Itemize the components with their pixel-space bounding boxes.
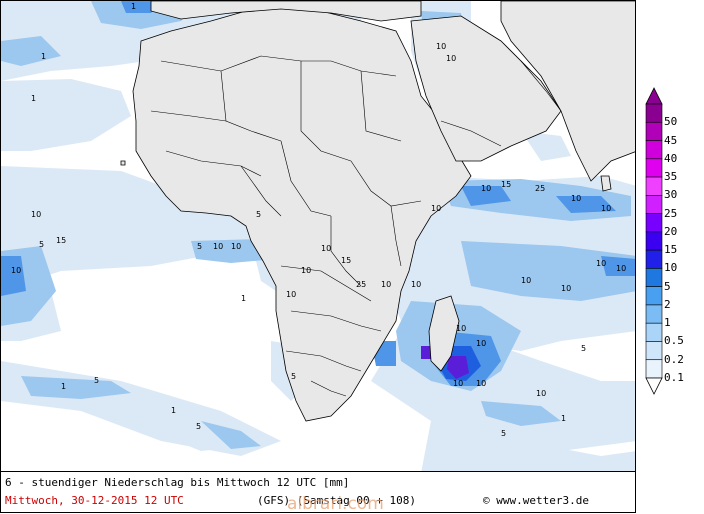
country-borders	[150, 55, 562, 397]
arabia-landmass	[410, 15, 562, 162]
label-10k: 10	[481, 184, 491, 193]
scale-label: 20	[664, 224, 678, 238]
label-5h: 5	[581, 344, 586, 353]
label-1b: 1	[41, 52, 46, 61]
label-15a: 15	[56, 236, 66, 245]
scale-label: 30	[664, 188, 678, 202]
scale-label: 10	[664, 261, 678, 275]
scale-swatch	[645, 121, 663, 141]
value-labels: 1 1 1 10 5 15 10 5 10 10 5 10 15 25 10 1…	[11, 2, 626, 438]
label-10j: 10	[431, 204, 441, 213]
label-5d: 5	[94, 376, 99, 385]
label-10a: 10	[31, 210, 41, 219]
scale-swatch	[645, 176, 663, 196]
madagascar-landmass	[428, 295, 460, 372]
label-10q: 10	[561, 284, 571, 293]
scale-label: 15	[664, 243, 678, 257]
scale-label: 5	[664, 279, 671, 293]
scale-swatch	[645, 322, 663, 342]
label-5a: 5	[39, 240, 44, 249]
label-10d: 10	[231, 242, 241, 251]
label-10x: 10	[446, 54, 456, 63]
label-10s: 10	[476, 339, 486, 348]
scale-label: 2	[664, 297, 671, 311]
label-5f: 5	[291, 372, 296, 381]
label-5c: 5	[256, 210, 261, 219]
label-10n: 10	[596, 259, 606, 268]
scale-swatch	[645, 341, 663, 361]
label-10e: 10	[321, 244, 331, 253]
land-layer	[120, 1, 635, 422]
scale-swatch	[645, 158, 663, 178]
label-10c: 10	[213, 242, 223, 251]
caption-title: 6 - stuendiger Niederschlag bis Mittwoch…	[5, 476, 350, 489]
caption-date: Mittwoch, 30-12-2015 12 UTC	[5, 494, 184, 507]
label-10g: 10	[286, 290, 296, 299]
label-25b: 25	[535, 184, 545, 193]
scale-label: 0.5	[664, 334, 684, 348]
label-1f: 1	[241, 294, 246, 303]
label-25a: 25	[356, 280, 366, 289]
scale-swatch	[645, 140, 663, 160]
label-5e: 5	[196, 422, 201, 431]
label-1g: 1	[561, 414, 566, 423]
label-10r: 10	[456, 324, 466, 333]
label-10i: 10	[411, 280, 421, 289]
scale-label: 40	[664, 151, 678, 165]
label-10u: 10	[476, 379, 486, 388]
precipitation-map: 1 1 1 10 5 15 10 5 10 10 5 10 15 25 10 1…	[0, 0, 636, 472]
scale-swatch	[645, 359, 663, 379]
scale-label: 0.1	[664, 371, 684, 384]
label-10w: 10	[436, 42, 446, 51]
label-10b: 10	[11, 266, 21, 275]
label-5g: 5	[501, 429, 506, 438]
scale-arrow-top	[645, 87, 663, 105]
scale-swatch	[645, 231, 663, 251]
label-10m: 10	[601, 204, 611, 213]
srilanka-landmass	[600, 175, 612, 192]
precipitation-scale: 50 45 40 35 30 25 20 15 10 5 2 1 0.5 0.2 0.1	[644, 86, 700, 396]
label-10v: 10	[536, 389, 546, 398]
label-10h: 10	[381, 280, 391, 289]
label-10t: 10	[453, 379, 463, 388]
scale-label: 25	[664, 206, 678, 220]
scale-label: 45	[664, 133, 678, 147]
scale-swatch	[645, 286, 663, 306]
label-1e: 1	[61, 382, 66, 391]
scale-label: 1	[664, 316, 671, 330]
africa-landmass	[132, 5, 472, 422]
caption-copyright: © www.wetter3.de	[483, 494, 589, 507]
scale-bar	[645, 87, 663, 395]
label-15b: 15	[341, 256, 351, 265]
scale-swatch	[645, 103, 663, 123]
scale-swatch	[645, 268, 663, 287]
scale-label: 35	[664, 170, 678, 184]
asia-landmass	[500, 1, 635, 182]
caption-model: (GFS) (Samstag 00 + 108)	[257, 494, 416, 507]
label-10f: 10	[301, 266, 311, 275]
label-10p: 10	[521, 276, 531, 285]
watermark: albrari.com	[287, 494, 384, 514]
label-1d: 1	[171, 406, 176, 415]
scale-label: 0.2	[664, 352, 684, 366]
map-svg: 1 1 1 10 5 15 10 5 10 10 5 10 15 25 10 1…	[1, 1, 635, 471]
scale-arrow-bottom	[645, 377, 663, 395]
scale-swatch	[645, 249, 663, 269]
europe-landmass	[150, 1, 422, 22]
scale-swatch	[645, 213, 663, 233]
label-1: 1	[131, 2, 136, 11]
label-5b: 5	[197, 242, 202, 251]
label-10l: 10	[571, 194, 581, 203]
scale-swatch	[645, 195, 663, 214]
label-15c: 15	[501, 180, 511, 189]
label-10o: 10	[616, 264, 626, 273]
scale-label: 50	[664, 115, 678, 129]
label-1c: 1	[31, 94, 36, 103]
scale-swatch	[645, 304, 663, 324]
